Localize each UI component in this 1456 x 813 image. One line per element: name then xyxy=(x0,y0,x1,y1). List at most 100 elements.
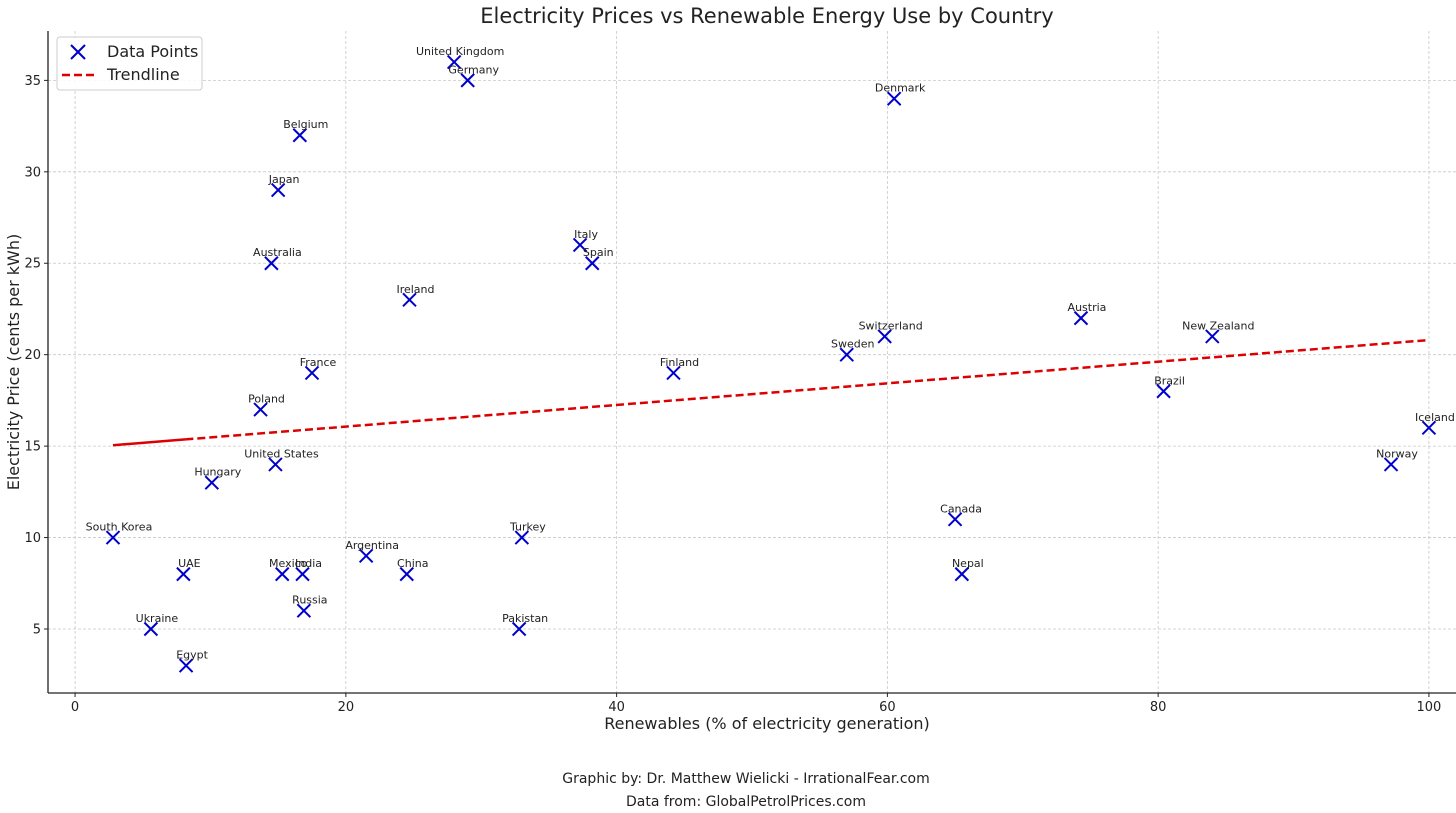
data-point-label: Egypt xyxy=(176,649,208,662)
legend-box xyxy=(56,36,203,91)
data-point-marker xyxy=(446,54,462,70)
point-labels: United Kingdom Germany Denmark Belgium Japan… xyxy=(86,45,1455,661)
data-point-label: UAE xyxy=(178,557,201,570)
data-point-label: Russia xyxy=(292,594,327,607)
data-point-label: Austria xyxy=(1068,301,1107,314)
data-point-label: Ukraine xyxy=(136,612,179,625)
data-point-label: United Kingdom xyxy=(416,45,504,58)
data-point-label: Norway xyxy=(1376,447,1418,460)
data-point-label: Mexico xyxy=(269,557,308,570)
data-point-marker xyxy=(253,402,268,417)
data-point-marker xyxy=(572,237,588,253)
x-axis-label: Renewables (% of electricity generation) xyxy=(604,714,930,733)
y-tick-label: 20 xyxy=(24,348,41,363)
data-point-label: Argentina xyxy=(345,539,399,552)
data-point-marker xyxy=(295,566,310,582)
data-point-label: Iceland xyxy=(1415,411,1455,424)
data-point-marker xyxy=(358,548,374,564)
chart-title: Electricity Prices vs Renewable Energy U… xyxy=(480,4,1053,28)
data-point-label: France xyxy=(300,356,337,369)
trendline xyxy=(112,338,1430,447)
x-tick-label: 40 xyxy=(608,700,625,715)
data-point-marker xyxy=(947,512,963,527)
credit-data-source: Data from: GlobalPetrolPrices.com xyxy=(625,794,867,810)
data-point-label: United States xyxy=(244,447,319,460)
data-point-label: New Zealand xyxy=(1182,319,1254,332)
data-point-label: Australia xyxy=(253,246,302,259)
data-point-label: Pakistan xyxy=(502,612,548,625)
data-point-marker xyxy=(268,457,283,472)
legend-label-data-points: Data Points xyxy=(107,42,198,61)
data-point-marker xyxy=(143,621,159,637)
data-point-label: South Korea xyxy=(86,521,153,534)
data-point-label: Ireland xyxy=(396,283,434,296)
data-point-label: Hungary xyxy=(194,466,241,479)
data-point-marker xyxy=(178,658,194,673)
data-point-label: Denmark xyxy=(875,82,926,95)
legend: Data Points Trendline xyxy=(56,36,203,91)
x-tick-label: 0 xyxy=(71,700,79,715)
data-point-marker xyxy=(954,566,970,582)
ticks: 0 20 40 60 80 100 5 10 15 20 25 30 35 xyxy=(24,74,1441,715)
data-point-marker xyxy=(511,621,527,637)
data-point-label: Spain xyxy=(583,246,614,259)
data-point-label: Turkey xyxy=(509,521,546,534)
credit-graphic-by: Graphic by: Dr. Matthew Wielicki - Irrat… xyxy=(562,771,930,787)
y-axis-label: Electricity Price (cents per kWh) xyxy=(4,234,23,491)
y-tick-label: 35 xyxy=(24,74,41,89)
data-point-marker xyxy=(204,475,220,490)
data-point-label: India xyxy=(295,557,322,570)
data-point-marker xyxy=(176,566,191,582)
x-tick-label: 20 xyxy=(338,700,355,715)
trendline-segment xyxy=(112,438,186,447)
data-point-label: Brazil xyxy=(1154,374,1185,387)
y-tick-label: 10 xyxy=(24,531,41,546)
data-point-label: Belgium xyxy=(283,118,328,131)
data-point-marker xyxy=(1156,384,1171,399)
data-point-marker xyxy=(886,91,902,106)
y-tick-label: 30 xyxy=(24,165,41,180)
data-point-marker xyxy=(1073,310,1089,326)
data-point-label: China xyxy=(397,557,428,570)
trendline-line xyxy=(185,338,1430,441)
x-tick-label: 100 xyxy=(1417,700,1442,715)
data-point-marker xyxy=(264,256,279,271)
data-points xyxy=(105,54,1437,673)
axes xyxy=(47,31,1456,694)
data-point-label: Finland xyxy=(660,356,699,369)
data-point-marker xyxy=(296,603,312,618)
y-tick-label: 15 xyxy=(24,440,41,455)
x-tick-label: 80 xyxy=(1150,700,1167,715)
legend-label-trendline: Trendline xyxy=(106,65,180,84)
data-point-marker xyxy=(292,128,308,143)
data-point-marker xyxy=(460,73,475,88)
data-point-label: Poland xyxy=(248,393,285,406)
y-tick-label: 25 xyxy=(24,257,41,272)
data-point-label: Sweden xyxy=(831,338,874,351)
data-point-marker xyxy=(1205,329,1220,344)
data-point-label: Nepal xyxy=(952,557,984,570)
data-point-marker xyxy=(304,365,320,381)
data-point-marker xyxy=(666,365,681,381)
data-point-marker xyxy=(585,256,600,271)
data-point-marker xyxy=(877,329,892,344)
x-tick-label: 60 xyxy=(879,700,896,715)
data-point-marker xyxy=(1421,420,1437,436)
grid xyxy=(48,31,1456,693)
data-point-label: Italy xyxy=(574,228,598,241)
data-point-marker xyxy=(270,182,286,198)
data-point-label: Germany xyxy=(448,63,499,76)
data-point-label: Japan xyxy=(268,173,300,186)
data-point-marker xyxy=(514,530,530,545)
data-point-marker xyxy=(399,566,414,582)
data-point-marker xyxy=(105,530,121,545)
data-point-label: Switzerland xyxy=(859,319,923,332)
data-point-marker xyxy=(839,347,854,362)
data-point-marker xyxy=(1383,457,1399,472)
data-point-label: Canada xyxy=(940,502,982,515)
data-point-marker xyxy=(402,292,417,308)
data-point-marker xyxy=(275,566,290,582)
y-tick-label: 5 xyxy=(33,622,41,637)
legend-marker-icon xyxy=(70,44,86,60)
